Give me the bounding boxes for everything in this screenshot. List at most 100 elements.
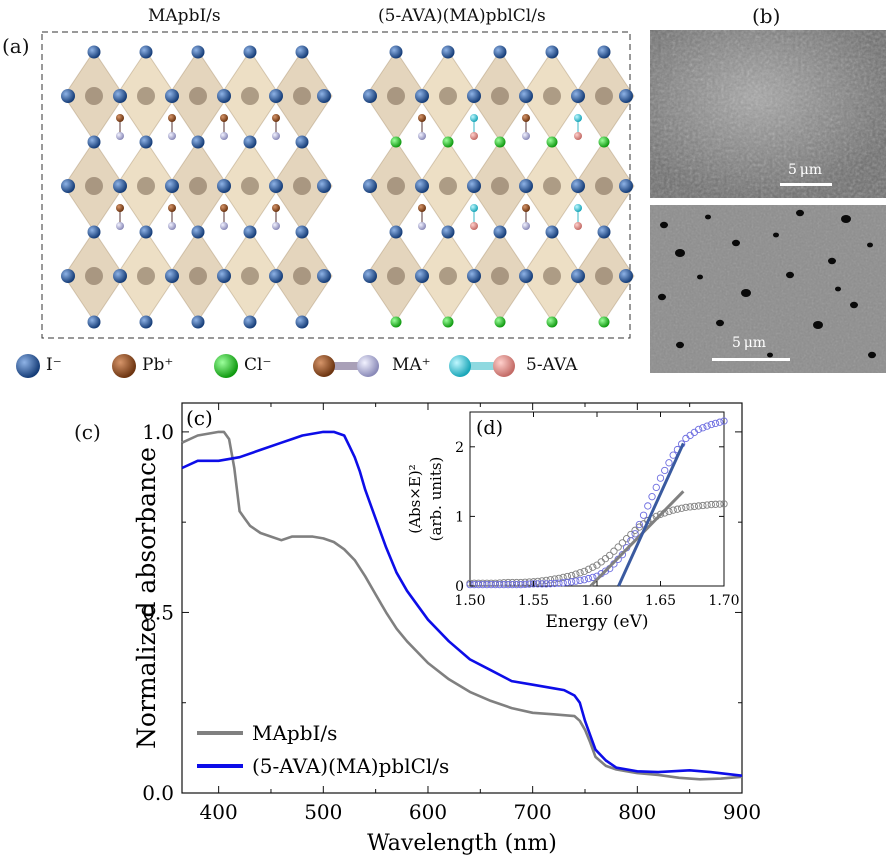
- inset-point-ava: [597, 570, 605, 578]
- legend-lead-label: Pb⁺: [142, 355, 174, 375]
- inset-point-mapbi: [542, 576, 550, 585]
- inset-point-ava: [572, 577, 580, 585]
- inset-point-mapbi: [678, 504, 686, 512]
- inset-point-mapbi: [699, 501, 707, 510]
- inset-point-mapbi: [711, 500, 720, 508]
- legend-label: (5-AVA)(MA)pblCl/s: [252, 754, 449, 778]
- inset-point-mapbi: [593, 561, 601, 569]
- inset-point-mapbi: [673, 505, 682, 513]
- inset-point-ava: [567, 578, 576, 586]
- panel-c-outer-label: (c): [74, 420, 101, 444]
- inset-point-ava: [576, 576, 584, 585]
- inset-point-ava: [627, 537, 635, 545]
- inset-point-mapbi: [656, 510, 665, 518]
- inset-point-ava: [644, 502, 652, 510]
- inset-point-mapbi: [479, 579, 487, 587]
- right-structure-title: (5-AVA)(MA)pblCl/s: [378, 6, 546, 26]
- inset-point-mapbi: [610, 547, 618, 555]
- top-scale-bar: [780, 183, 832, 186]
- inset-point-ava: [593, 572, 601, 580]
- inset-point-ava: [483, 580, 491, 589]
- inset-point-ava: [495, 580, 504, 589]
- inset-point-mapbi: [512, 578, 521, 587]
- inset-y-axis-label-line2: (arb. units): [427, 457, 445, 542]
- inset-point-ava: [525, 580, 533, 588]
- inset-point-ava: [610, 560, 618, 568]
- inset-point-ava: [678, 440, 686, 448]
- inset-y-tick-label: 2: [455, 440, 464, 456]
- inset-point-mapbi: [546, 576, 555, 584]
- inset-point-mapbi: [517, 578, 525, 587]
- inset-x-tick-label: 1.60: [581, 593, 612, 609]
- inset-point-ava: [673, 445, 682, 454]
- series-line-mapbi: [181, 430, 743, 781]
- legend-ava-label: 5-AVA: [526, 355, 578, 375]
- inset-plot-frame: [469, 411, 725, 587]
- inset-point-mapbi: [466, 579, 474, 587]
- inset-point-ava: [686, 431, 694, 440]
- inset-point-ava: [466, 580, 474, 589]
- inset-point-ava: [474, 580, 483, 589]
- inset-point-ava: [639, 511, 648, 519]
- inset-point-mapbi: [580, 567, 588, 576]
- inset-point-mapbi: [487, 579, 495, 587]
- main-plot-frame: [181, 402, 743, 794]
- x-tick-label: 500: [304, 800, 342, 824]
- y-tick-label: 0.0: [142, 781, 174, 805]
- inset-point-ava: [512, 580, 521, 589]
- inset-y-axis-label-line1: (Abs×E)²: [406, 464, 424, 533]
- inset-point-ava: [669, 451, 677, 459]
- inset-point-mapbi: [491, 579, 500, 587]
- inset-panel-label: (d): [476, 417, 503, 439]
- inset-point-mapbi: [661, 509, 669, 517]
- iodide-atom-icon: [16, 354, 40, 378]
- x-axis-label: Wavelength (nm): [367, 831, 557, 855]
- inset-point-ava: [699, 424, 707, 432]
- sem-image-top: 5 μm: [650, 30, 886, 198]
- series-line-ava: [181, 430, 743, 777]
- inset-point-ava: [661, 466, 669, 475]
- left-structure-title: MApbI/s: [148, 6, 221, 26]
- ma-molecule-icon: [313, 355, 379, 377]
- inset-point-ava: [703, 422, 711, 430]
- inset-point-mapbi: [538, 577, 546, 585]
- inset-point-ava: [694, 425, 703, 434]
- inset-point-ava: [555, 579, 563, 587]
- inset-point-mapbi: [614, 543, 622, 551]
- inset-point-mapbi: [716, 500, 724, 508]
- inset-point-ava: [487, 580, 495, 589]
- inset-point-ava: [470, 580, 478, 589]
- inset-point-mapbi: [567, 571, 576, 580]
- inset-point-mapbi: [555, 574, 563, 582]
- inset-point-ava: [491, 580, 500, 589]
- bottom-scale-bar: [712, 358, 790, 361]
- inset-x-tick-label: 1.55: [518, 593, 549, 609]
- inset-point-mapbi: [682, 503, 690, 512]
- inset-point-ava: [517, 580, 525, 589]
- inset-point-ava: [584, 574, 593, 583]
- inset-point-mapbi: [470, 579, 478, 587]
- inset-point-mapbi: [720, 500, 728, 508]
- inset-x-tick-label: 1.65: [645, 593, 676, 609]
- inset-point-mapbi: [635, 523, 643, 531]
- inset-point-mapbi: [627, 530, 635, 539]
- x-tick-label: 700: [514, 800, 552, 824]
- inset-point-mapbi: [525, 578, 533, 586]
- chloride-atom-icon: [214, 354, 238, 378]
- inset-point-mapbi: [631, 526, 639, 534]
- inset-point-ava: [479, 580, 487, 589]
- inset-point-mapbi: [644, 516, 652, 525]
- inset-point-mapbi: [483, 579, 491, 587]
- legend-iodide-label: I⁻: [46, 355, 62, 375]
- inset-point-ava: [652, 483, 660, 492]
- inset-point-ava: [563, 578, 572, 586]
- crystal-structure-illustration: [16, 31, 635, 378]
- y-tick-label: 1.0: [142, 420, 174, 444]
- inset-point-mapbi: [576, 569, 584, 577]
- inset-point-ava: [618, 551, 627, 559]
- inset-point-mapbi: [606, 551, 614, 560]
- inset-point-mapbi: [572, 570, 580, 578]
- inset-point-ava: [707, 420, 715, 429]
- y-axis-label: Normalized absorbance: [132, 447, 161, 749]
- x-tick-label: 900: [723, 800, 761, 824]
